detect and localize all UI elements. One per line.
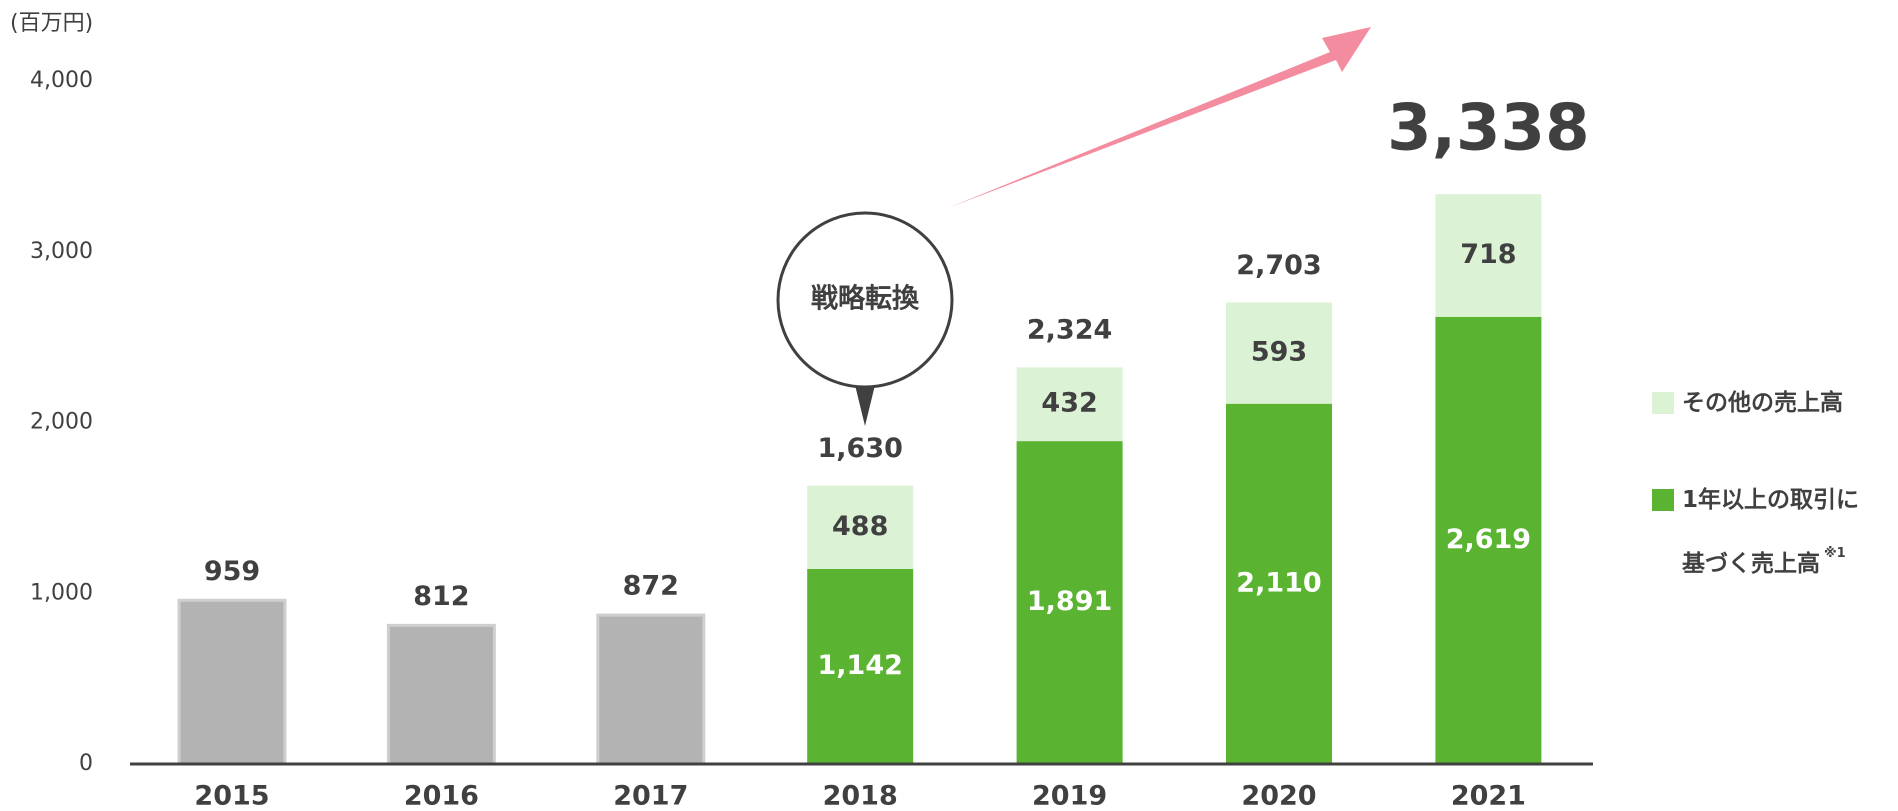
value-label: 718 [1460,239,1516,270]
bar-segment [386,623,496,766]
total-label: 3,338 [1387,92,1589,166]
value-label: 1,142 [817,650,902,681]
value-label: 432 [1041,388,1097,419]
bar-segment [807,569,914,764]
legend-entry: 1年以上の取引に基づく売上高 ※1 [1682,473,1859,591]
value-label: 593 [1251,337,1307,368]
bar-segment [807,485,914,570]
value-label: 2,110 [1236,567,1321,598]
callout: 戦略転換 [776,211,954,426]
bar-segment [1016,367,1123,442]
callout-circle [776,211,954,389]
x-tick-label: 2021 [1451,781,1526,811]
legend-entry: その他の売上高 [1682,376,1859,430]
legend-label: その他の売上高 [1682,390,1843,416]
y-tick-label: 4,000 [30,68,93,93]
y-tick-label: 2,000 [30,410,93,435]
bar-segment [596,613,706,766]
value-label: 812 [413,581,469,612]
value-label: 872 [623,571,679,602]
value-label: 959 [204,556,260,587]
bar-segment [1435,194,1542,317]
y-tick-label: 3,000 [30,239,93,264]
total-label: 2,703 [1236,250,1321,281]
bar-segment [1226,403,1332,764]
footnote-mark: ※1 [1824,546,1846,561]
x-tick-label: 2020 [1241,781,1316,811]
bar-segment [1226,302,1332,404]
x-tick-label: 2019 [1032,781,1107,811]
total-label: 2,324 [1027,315,1112,346]
value-label: 488 [832,511,888,542]
y-tick-label: 1,000 [30,580,93,605]
bar-segment [177,598,287,766]
total-label: 1,630 [817,433,902,464]
value-label: 1,891 [1027,586,1112,617]
legend-swatch [1652,489,1674,511]
unit-label: (百万円) [10,11,93,36]
x-tick-label: 2016 [404,781,479,811]
legend-label: 1年以上の取引に基づく売上高 [1682,487,1860,577]
callout-text: 戦略転換 [811,283,920,315]
x-tick-label: 2018 [823,781,898,811]
growth-arrow [948,27,1371,208]
bar-segment [1016,441,1123,764]
value-label: 2,619 [1446,524,1531,555]
x-tick-label: 2017 [613,781,688,811]
bar-segment [1435,316,1542,764]
callout-pointer [855,385,875,426]
x-tick-label: 2015 [194,781,269,811]
y-tick-label: 0 [79,751,93,776]
legend-swatch [1652,392,1674,414]
